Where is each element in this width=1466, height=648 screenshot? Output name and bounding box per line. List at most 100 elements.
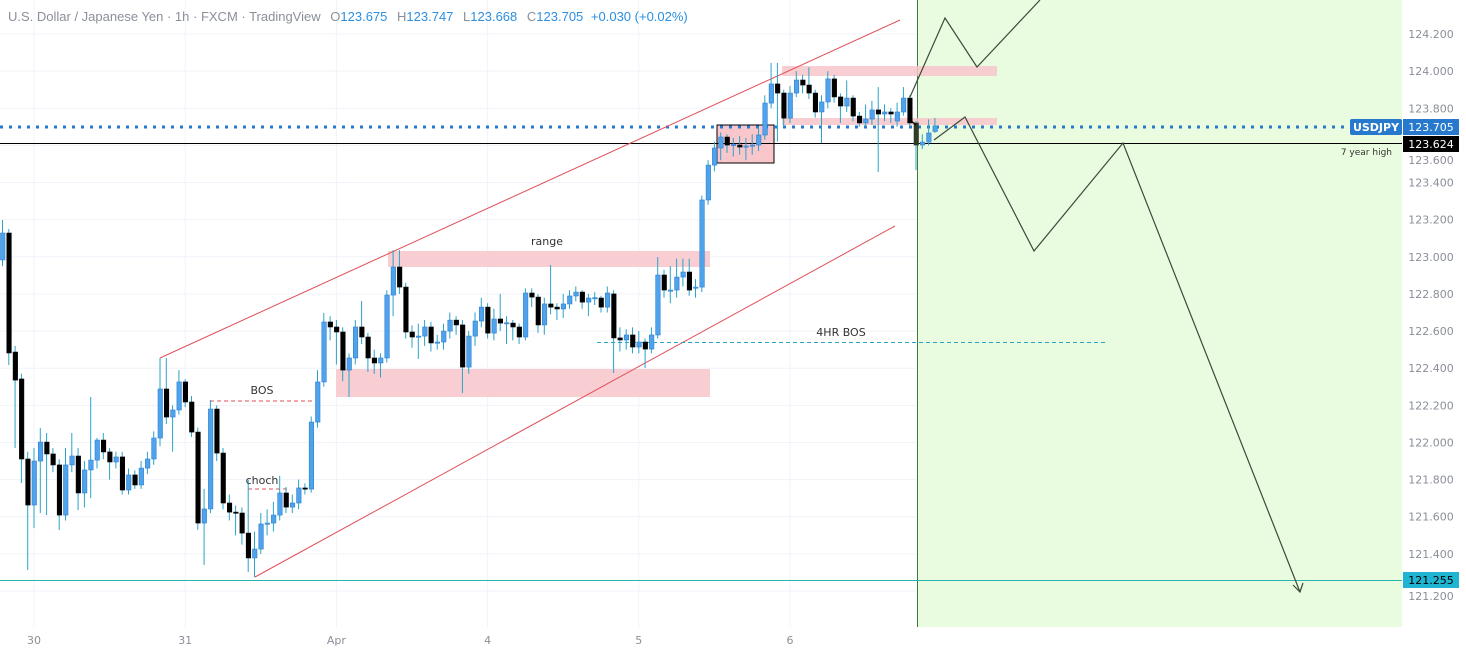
candle[interactable]	[415, 323, 422, 359]
candle[interactable]	[37, 427, 44, 514]
candle[interactable]	[478, 297, 485, 328]
candle[interactable]	[63, 448, 69, 521]
candle[interactable]	[649, 327, 655, 354]
candle[interactable]	[730, 137, 737, 157]
candle[interactable]	[264, 509, 270, 536]
candle[interactable]	[409, 325, 415, 348]
candle[interactable]	[434, 334, 441, 350]
candle[interactable]	[428, 321, 434, 352]
candle[interactable]	[699, 195, 705, 293]
candle[interactable]	[157, 357, 163, 447]
candle[interactable]	[403, 282, 409, 339]
candle[interactable]	[529, 288, 535, 307]
candle[interactable]	[560, 293, 567, 319]
candle[interactable]	[875, 87, 882, 172]
candle[interactable]	[567, 290, 573, 309]
candle[interactable]	[132, 470, 138, 489]
candle[interactable]	[151, 431, 157, 465]
candle[interactable]	[516, 323, 522, 345]
candle[interactable]	[768, 62, 774, 109]
range-bottom-zone[interactable]	[336, 369, 710, 397]
candle[interactable]	[0, 220, 6, 267]
candle[interactable]	[107, 448, 113, 480]
candle[interactable]	[737, 136, 743, 155]
candle[interactable]	[296, 479, 302, 510]
candle[interactable]	[806, 67, 812, 99]
candle[interactable]	[327, 316, 333, 341]
candle[interactable]	[258, 513, 264, 554]
candle[interactable]	[863, 104, 869, 127]
candle[interactable]	[869, 100, 875, 125]
candle[interactable]	[214, 405, 220, 462]
candle[interactable]	[793, 71, 800, 98]
candle[interactable]	[182, 379, 188, 408]
bullish-projection-path[interactable]	[909, 0, 1041, 98]
candle[interactable]	[119, 451, 125, 495]
candle[interactable]	[611, 290, 617, 374]
candle[interactable]	[44, 433, 50, 516]
bearish-projection-path[interactable]	[933, 116, 1301, 593]
channel-lower-line[interactable]	[254, 225, 896, 578]
candle[interactable]	[856, 111, 863, 127]
candle[interactable]	[460, 319, 466, 394]
candle[interactable]	[94, 438, 100, 469]
candle[interactable]	[598, 295, 604, 313]
range-top-zone[interactable]	[388, 251, 710, 267]
candle[interactable]	[749, 134, 756, 155]
candle[interactable]	[321, 313, 327, 387]
candle[interactable]	[195, 427, 201, 530]
candle[interactable]	[642, 338, 648, 369]
candle[interactable]	[586, 293, 592, 317]
candle[interactable]	[466, 331, 472, 374]
candle[interactable]	[472, 312, 478, 346]
candle[interactable]	[825, 71, 831, 109]
candle[interactable]	[271, 501, 277, 532]
candle[interactable]	[378, 353, 384, 378]
candle[interactable]	[497, 293, 504, 332]
candle[interactable]	[289, 494, 296, 514]
candle[interactable]	[384, 290, 390, 363]
candle[interactable]	[208, 399, 214, 514]
channel-upper-line[interactable]	[159, 19, 901, 359]
candle[interactable]	[441, 323, 447, 350]
candle[interactable]	[775, 62, 781, 142]
candle[interactable]	[636, 331, 642, 354]
candle[interactable]	[31, 448, 37, 529]
candle[interactable]	[623, 329, 630, 350]
candle[interactable]	[762, 95, 768, 140]
candle[interactable]	[926, 119, 932, 146]
candle[interactable]	[101, 433, 107, 460]
candle[interactable]	[25, 451, 31, 571]
candle[interactable]	[6, 228, 12, 366]
candle[interactable]	[667, 266, 674, 304]
candle[interactable]	[277, 475, 283, 521]
candle[interactable]	[69, 433, 75, 473]
candle[interactable]	[510, 319, 516, 341]
candle[interactable]	[743, 137, 749, 161]
candle[interactable]	[579, 290, 585, 309]
candle[interactable]	[693, 279, 699, 298]
candle[interactable]	[365, 332, 371, 372]
candle[interactable]	[283, 487, 289, 514]
candle[interactable]	[233, 505, 239, 536]
candle[interactable]	[352, 319, 359, 365]
candle[interactable]	[308, 416, 315, 493]
candle[interactable]	[245, 479, 251, 573]
candle[interactable]	[371, 349, 378, 374]
candle[interactable]	[787, 85, 793, 124]
candle[interactable]	[604, 286, 611, 313]
candle[interactable]	[176, 370, 182, 415]
candle[interactable]	[170, 405, 176, 452]
candle[interactable]	[504, 316, 510, 345]
candle[interactable]	[592, 292, 598, 306]
candle[interactable]	[334, 319, 340, 365]
candle[interactable]	[82, 461, 88, 508]
candle[interactable]	[541, 297, 548, 335]
candle[interactable]	[724, 134, 730, 153]
candle[interactable]	[239, 507, 245, 545]
candle[interactable]	[302, 483, 308, 495]
supply-zone-top[interactable]	[782, 66, 997, 76]
candle[interactable]	[718, 132, 724, 161]
candle[interactable]	[573, 286, 579, 302]
candle[interactable]	[220, 448, 226, 510]
